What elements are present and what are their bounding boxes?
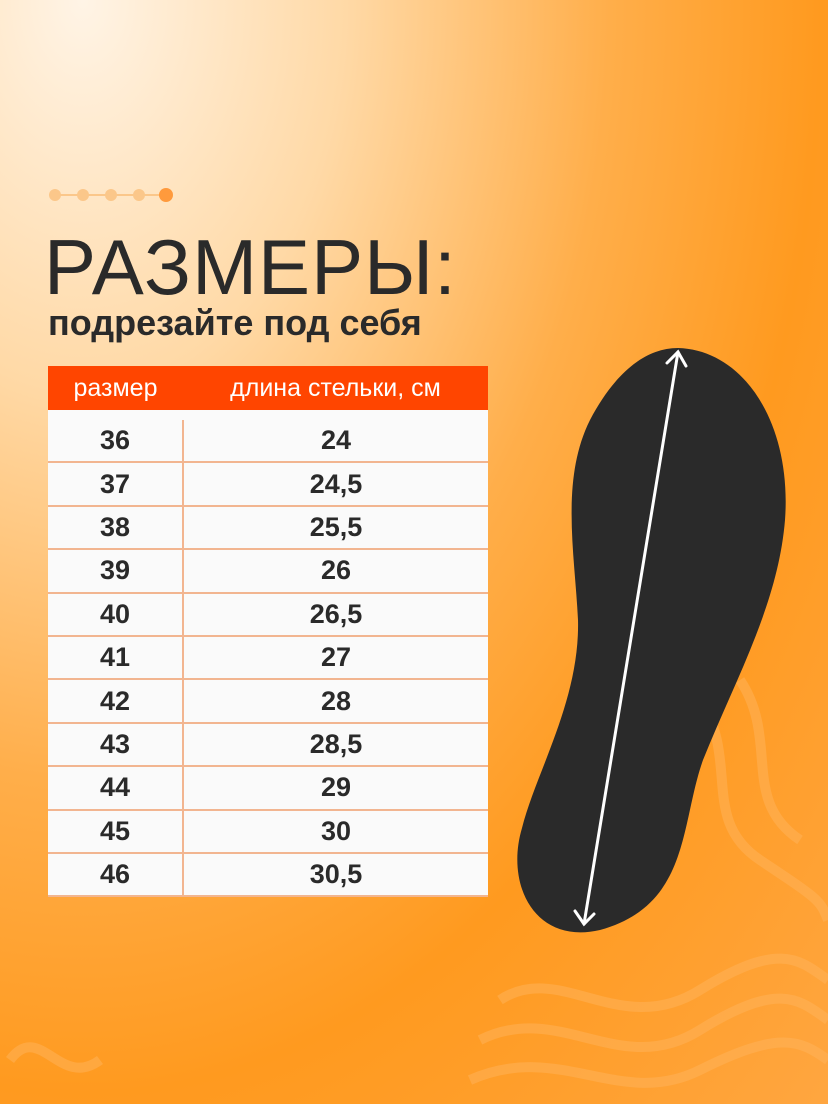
table-header: размер длина стельки, см [48, 366, 488, 415]
size-cell: 45 [48, 809, 184, 854]
length-cell: 26 [183, 549, 488, 594]
table-row: 39 26 [48, 549, 488, 594]
length-cell: 28,5 [183, 722, 488, 768]
size-cell: 44 [48, 766, 184, 811]
size-cell: 39 [48, 549, 184, 594]
table-row: 36 24 [48, 409, 488, 464]
length-cell: 26,5 [183, 592, 488, 637]
table-row: 42 28 [48, 679, 488, 724]
length-cell: 30,5 [183, 852, 488, 898]
page-subtitle: подрезайте под себя [48, 302, 422, 343]
length-cell: 30 [183, 809, 488, 854]
length-cell: 25,5 [183, 505, 488, 551]
size-cell: 46 [48, 852, 184, 898]
size-cell: 36 [48, 409, 184, 464]
size-cell: 42 [48, 679, 184, 724]
size-cell: 40 [48, 592, 184, 637]
size-cell: 38 [48, 505, 184, 551]
table-row: 46 30,5 [48, 852, 488, 898]
size-cell: 37 [48, 462, 184, 507]
column-header-length: длина стельки, см [183, 366, 488, 415]
page-title: РАЗМЕРЫ: [44, 223, 457, 311]
table-row: 41 27 [48, 635, 488, 681]
table-row: 40 26,5 [48, 592, 488, 637]
column-header-size: размер [48, 366, 183, 415]
size-cell: 43 [48, 722, 184, 768]
length-cell: 27 [183, 635, 488, 681]
table-row: 44 29 [48, 766, 488, 811]
length-cell: 24,5 [183, 462, 488, 507]
length-cell: 24 [183, 409, 488, 464]
size-table: размер длина стельки, см 36 24 37 24,5 38 25,… [48, 366, 488, 898]
table-row: 38 25,5 [48, 505, 488, 551]
table-row: 43 28,5 [48, 722, 488, 768]
table-row: 45 30 [48, 809, 488, 854]
table-row: 37 24,5 [48, 462, 488, 507]
size-cell: 41 [48, 635, 184, 681]
length-arrow-icon [573, 349, 688, 927]
length-cell: 29 [183, 766, 488, 811]
progress-dots-icon [49, 188, 173, 202]
length-cell: 28 [183, 679, 488, 724]
